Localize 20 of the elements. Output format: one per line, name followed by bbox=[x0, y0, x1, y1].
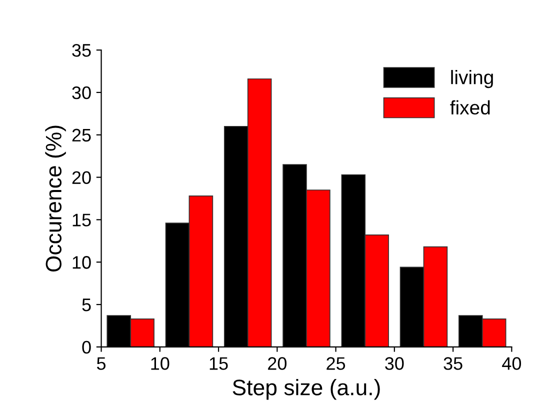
legend-label: fixed bbox=[450, 100, 490, 115]
x-tick-label: 5 bbox=[96, 357, 106, 370]
y-tick-label: 15 bbox=[72, 214, 91, 226]
x-tick-label: 15 bbox=[210, 357, 228, 370]
y-tick-label: 10 bbox=[72, 256, 91, 269]
y-tick-label: 20 bbox=[72, 171, 91, 184]
x-tick-label: 10 bbox=[151, 357, 170, 370]
x-tick-label: 35 bbox=[444, 357, 462, 370]
legend-label: living bbox=[451, 70, 493, 88]
y-tick-label: 5 bbox=[82, 298, 91, 312]
x-tick-label: 25 bbox=[326, 357, 346, 370]
y-tick-label: 35 bbox=[72, 44, 91, 57]
y-axis-title: Occurence (%) bbox=[45, 126, 66, 272]
x-tick-label: 40 bbox=[502, 357, 522, 370]
y-tick-label: 25 bbox=[72, 128, 91, 142]
x-axis-title: Step size (a.u.) bbox=[232, 379, 380, 400]
y-tick-label: 0 bbox=[82, 340, 91, 354]
x-tick-label: 20 bbox=[268, 357, 286, 370]
x-tick-label: 30 bbox=[385, 357, 404, 370]
y-tick-label: 30 bbox=[72, 86, 91, 100]
